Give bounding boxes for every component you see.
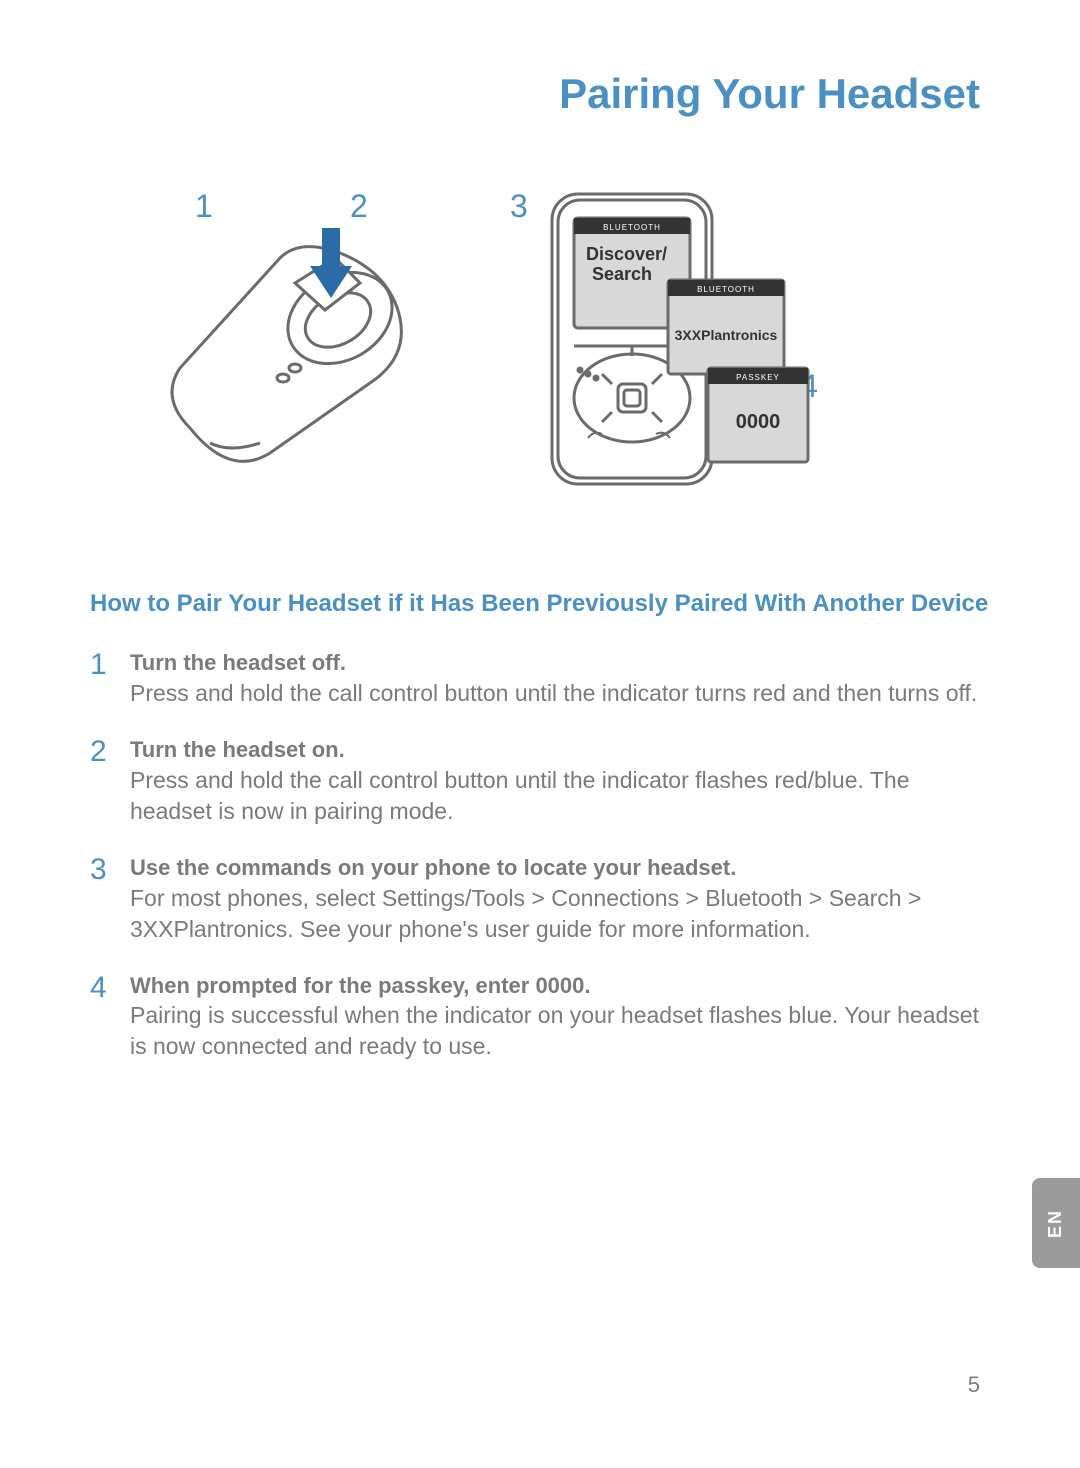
screen2-text: 3XXPlantronics — [675, 327, 778, 343]
steps-list: 1Turn the headset off.Press and hold the… — [90, 648, 990, 1062]
step-text: Press and hold the call control button u… — [130, 678, 990, 709]
screen1-text1: Discover/ — [586, 244, 667, 264]
step-title: When prompted for the passkey, enter 000… — [130, 971, 990, 1001]
page-number: 5 — [968, 1372, 980, 1398]
step-row: 1Turn the headset off.Press and hold the… — [90, 648, 990, 709]
step-row: 3Use the commands on your phone to locat… — [90, 853, 990, 945]
step-row: 4When prompted for the passkey, enter 00… — [90, 971, 990, 1063]
illus-step-1: 1 — [195, 188, 213, 225]
phone-icon: BLUETOOTH Discover/ Search BLUETOOTH 3XX… — [540, 188, 820, 518]
language-tab-label: EN — [1045, 1208, 1066, 1237]
screen3-bar-text: PASSKEY — [736, 373, 780, 382]
step-number: 1 — [90, 648, 130, 709]
step-title: Turn the headset off. — [130, 648, 990, 678]
step-text: For most phones, select Settings/Tools >… — [130, 883, 990, 945]
illustration-row: 1 2 3 4 — [90, 188, 990, 528]
screen1-text2: Search — [592, 264, 652, 284]
step-number: 3 — [90, 853, 130, 945]
headset-icon — [150, 228, 440, 478]
screen3-text: 0000 — [736, 411, 781, 433]
step-number: 2 — [90, 735, 130, 827]
step-title: Turn the headset on. — [130, 735, 990, 765]
step-text: Press and hold the call control button u… — [130, 765, 990, 827]
step-body: When prompted for the passkey, enter 000… — [130, 971, 990, 1063]
step-title: Use the commands on your phone to locate… — [130, 853, 990, 883]
step-number: 4 — [90, 971, 130, 1063]
illus-step-2: 2 — [350, 188, 368, 225]
step-body: Turn the headset off.Press and hold the … — [130, 648, 990, 709]
page-title: Pairing Your Headset — [90, 70, 980, 118]
step-text: Pairing is successful when the indicator… — [130, 1000, 990, 1062]
language-tab: EN — [1032, 1178, 1080, 1268]
screen2-bar-text: BLUETOOTH — [697, 285, 755, 294]
screen1-bar-text: BLUETOOTH — [603, 223, 661, 232]
step-body: Use the commands on your phone to locate… — [130, 853, 990, 945]
step-body: Turn the headset on.Press and hold the c… — [130, 735, 990, 827]
step-row: 2Turn the headset on.Press and hold the … — [90, 735, 990, 827]
illus-step-3: 3 — [510, 188, 528, 225]
subtitle: How to Pair Your Headset if it Has Been … — [90, 588, 990, 620]
